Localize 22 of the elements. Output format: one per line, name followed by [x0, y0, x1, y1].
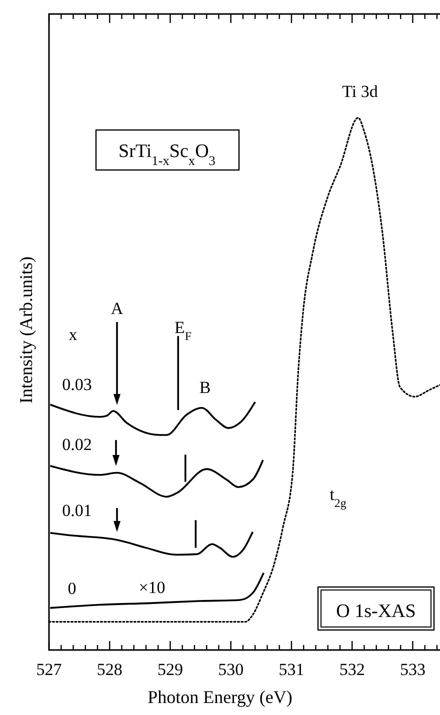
x-tick-label: 531	[278, 660, 304, 679]
x-tick-label: 530	[218, 660, 244, 679]
annotation: E$_{F}$	[174, 318, 192, 343]
x-tick-label: 533	[400, 660, 426, 679]
annotation: t$_{2g}$	[330, 485, 346, 510]
annotation: x	[68, 325, 78, 344]
annotation: O 1s-XAS	[336, 601, 416, 622]
text: Ti 3d	[342, 82, 378, 101]
legend-label: 0.01	[62, 501, 92, 520]
annotation: ×10	[138, 578, 166, 597]
series-label: 0.03	[62, 375, 92, 394]
legend-label: 0.02	[62, 435, 92, 454]
x-tick-label: 529	[157, 660, 183, 679]
x-tick-label: 528	[96, 660, 122, 679]
annotation: A	[110, 299, 124, 318]
x-tick-label: 527	[36, 660, 62, 679]
annotation: B	[199, 378, 211, 397]
y-axis-title: Intensity (Arb.units)	[16, 256, 36, 404]
x-tick-label: 532	[339, 660, 365, 679]
series-label: 0	[68, 579, 76, 598]
x-axis-title: Photon Energy (eV)	[148, 687, 292, 707]
annotation: SrTi$_{1-x}$Sc$_{x}$O$_{3}$	[118, 141, 216, 168]
